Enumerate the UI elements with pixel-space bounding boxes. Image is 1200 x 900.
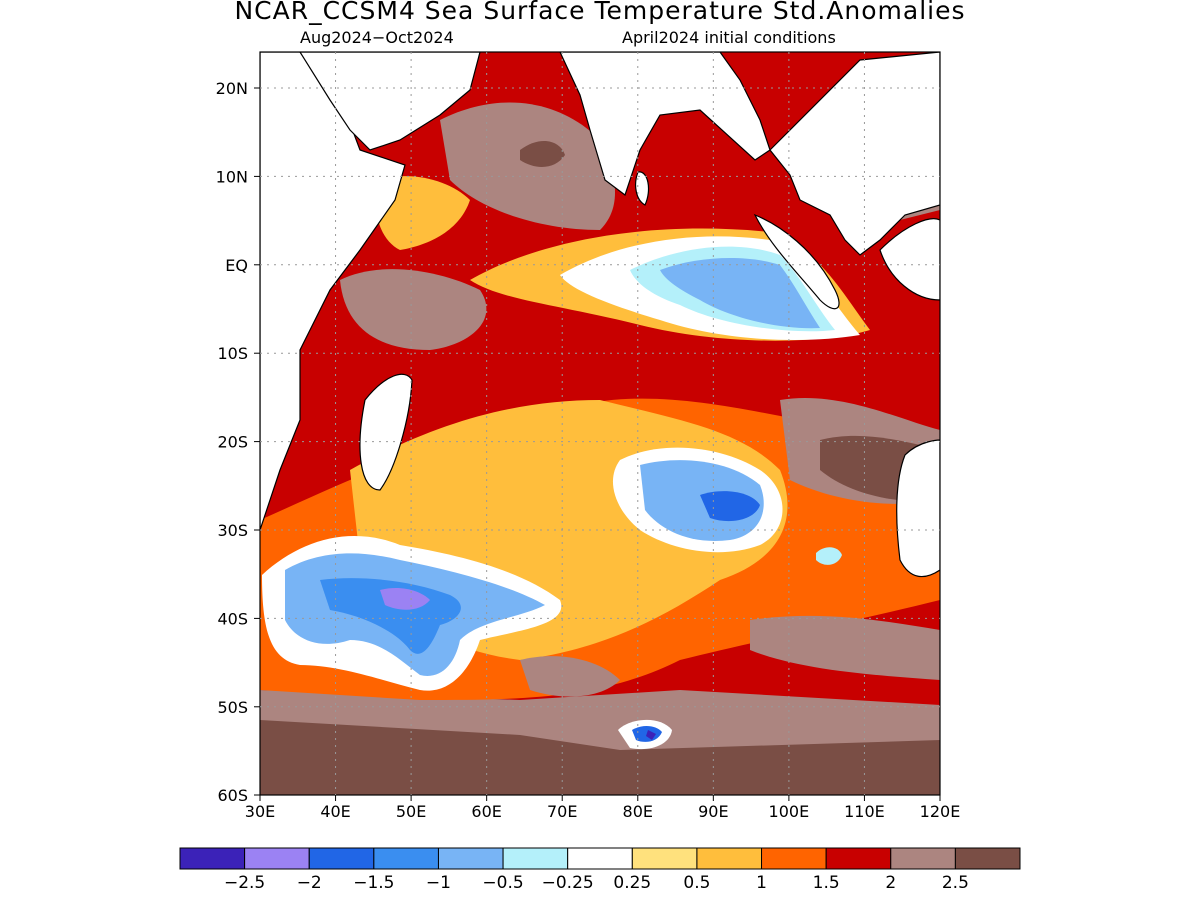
colorbar-swatch	[502, 847, 569, 870]
x-tick-label: 70E	[547, 802, 577, 821]
anomaly-field	[260, 52, 940, 795]
x-tick-label: 100E	[769, 802, 810, 821]
y-tick-label: 30S	[217, 521, 248, 540]
colorbar-label: 2	[885, 873, 896, 893]
colorbar-label: −0.5	[482, 873, 523, 893]
x-tick-label: 110E	[844, 802, 885, 821]
y-tick-label: 60S	[217, 786, 248, 805]
y-tick-label: 50S	[217, 698, 248, 717]
colorbar-label: 1	[756, 873, 767, 893]
colorbar-swatch	[437, 847, 504, 870]
colorbar-swatch	[308, 847, 375, 870]
chart-title: NCAR_CCSM4 Sea Surface Temperature Std.A…	[234, 0, 966, 25]
x-tick-label: 80E	[623, 802, 653, 821]
colorbar-label: −1.5	[353, 873, 394, 893]
colorbar-swatch	[761, 847, 827, 870]
initial-conditions-label: April2024 initial conditions	[622, 28, 836, 47]
colorbar-label: 1.5	[813, 873, 840, 893]
y-tick-label: 40S	[217, 609, 248, 628]
colorbar-label: −0.25	[542, 873, 594, 893]
colorbar-swatch	[890, 847, 956, 870]
x-tick-label: 60E	[471, 802, 501, 821]
x-tick-label: 30E	[245, 802, 275, 821]
y-tick-label: 10N	[216, 167, 248, 186]
latitude-axis: 20N 10N EQ 10S 20S 30S 40S 50S 60S	[216, 79, 260, 805]
graticule	[260, 52, 940, 795]
colorbar-swatch	[373, 847, 439, 870]
x-tick-label: 120E	[920, 802, 961, 821]
colorbar-label: −2	[297, 873, 322, 893]
colorbar-swatch	[825, 847, 892, 870]
forecast-period: Aug2024−Oct2024	[300, 28, 454, 47]
y-tick-label: 20N	[216, 79, 248, 98]
colorbar-label: 0.5	[683, 873, 710, 893]
colorbar-label: 0.25	[613, 873, 651, 893]
x-tick-label: 90E	[698, 802, 728, 821]
colorbar-swatch	[567, 847, 633, 870]
plot-frame	[259, 51, 941, 796]
y-tick-label: EQ	[225, 256, 248, 275]
y-tick-label: 10S	[217, 344, 248, 363]
colorbar-label: −2.5	[224, 873, 265, 893]
colorbar-swatch	[631, 847, 698, 870]
colorbar-label: 2.5	[942, 873, 969, 893]
colorbar-swatch	[696, 847, 763, 870]
colorbar-label: −1	[426, 873, 451, 893]
colorbar-swatch	[954, 847, 1021, 870]
longitude-axis: 30E 40E 50E 60E 70E 80E 90E 100E 110E 120E	[245, 795, 961, 821]
x-tick-label: 40E	[320, 802, 350, 821]
colorbar: −2.5 −2 −1.5 −1 −0.5 −0.25 0.25 0.5 1 1.5 2 2.5	[179, 847, 1021, 893]
y-tick-label: 20S	[217, 433, 248, 452]
colorbar-swatch	[179, 847, 246, 870]
colorbar-swatch	[244, 847, 310, 870]
x-tick-label: 50E	[396, 802, 426, 821]
